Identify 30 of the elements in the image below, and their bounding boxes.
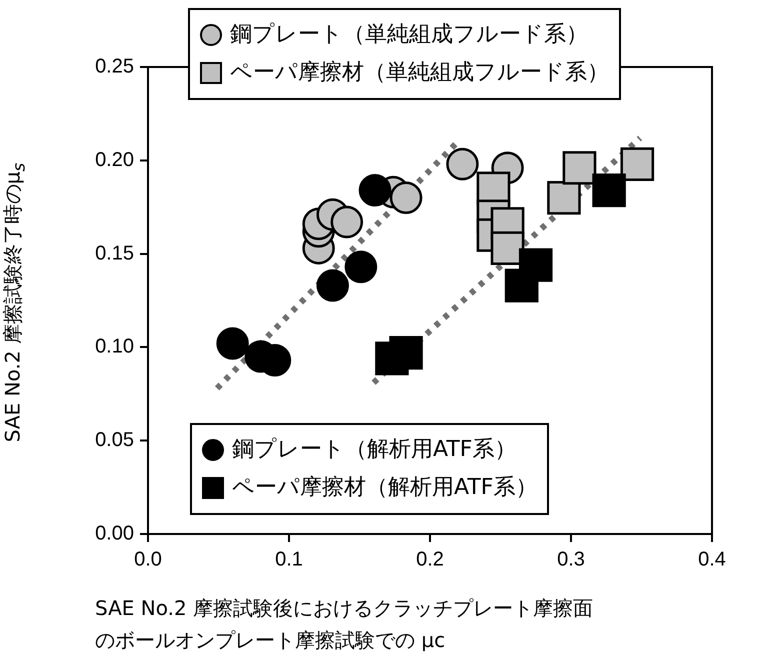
- point: [316, 269, 349, 302]
- legend-label: 鋼プレート（単純組成フルード系）: [230, 22, 588, 47]
- x-tick-label: 0.4: [698, 548, 726, 571]
- point: [592, 173, 626, 208]
- x-tick-label: 0.3: [557, 548, 585, 571]
- legend-label: 鋼プレート（解析用ATF系）: [232, 437, 516, 462]
- y-tick-label: 0.15: [95, 242, 134, 264]
- point: [620, 147, 654, 181]
- point: [562, 151, 596, 185]
- legend-label: ペーパ摩擦材（解析用ATF系）: [232, 475, 538, 500]
- y-tick-label: 0.25: [95, 56, 134, 78]
- x-tick-label: 0.0: [134, 548, 162, 571]
- point: [547, 180, 581, 215]
- y-tick-label: 0.00: [95, 522, 134, 545]
- point: [330, 206, 364, 238]
- point: [216, 327, 249, 360]
- point: [446, 148, 479, 180]
- point: [390, 182, 422, 214]
- point: [490, 231, 524, 266]
- x-tick-label: 0.1: [275, 548, 303, 571]
- point: [518, 248, 553, 282]
- x-axis-title: SAE No.2 摩擦試験後におけるクラッチプレート摩擦面のボールオンプレート摩擦試験での μc: [95, 595, 594, 654]
- y-tick-label: 0.20: [95, 148, 134, 171]
- y-tick-label: 0.05: [95, 429, 134, 452]
- y-tick-label: 0.10: [95, 336, 134, 358]
- x-tick-label: 0.2: [416, 548, 444, 571]
- point: [358, 174, 392, 207]
- point: [344, 250, 378, 284]
- legend-label: ペーパ摩擦材（単純組成フルード系）: [230, 60, 609, 85]
- point: [389, 336, 423, 370]
